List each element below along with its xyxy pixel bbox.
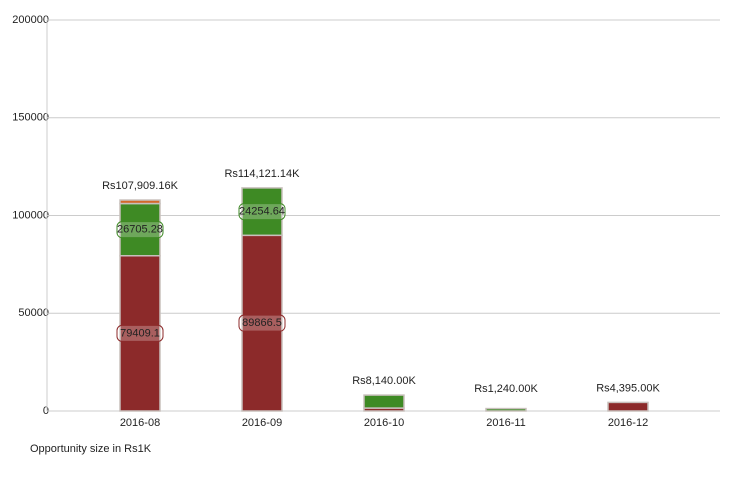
y-tick-label: 200000	[12, 14, 49, 26]
x-tick-label: 2016-10	[364, 417, 404, 429]
total-label: Rs114,121.14K	[224, 168, 300, 180]
bar-segment	[607, 401, 649, 412]
total-label: Rs4,395.00K	[596, 382, 660, 394]
bar-segment	[119, 199, 161, 205]
value-label: 26705.28	[117, 224, 163, 236]
value-label: 24254.64	[239, 206, 285, 218]
total-label: Rs8,140.00K	[352, 375, 416, 387]
value-label: 89866.5	[242, 317, 282, 329]
axis-label: Opportunity size in Rs1K	[30, 443, 152, 455]
total-label: Rs1,240.00K	[474, 383, 538, 395]
x-tick-label: 2016-08	[120, 417, 160, 429]
value-label: 79409.1	[120, 327, 160, 339]
y-tick-label: 150000	[12, 112, 49, 124]
value-label-box	[116, 324, 164, 342]
x-tick-label: 2016-09	[242, 417, 282, 429]
value-label-box	[238, 314, 286, 332]
value-label-box	[238, 203, 286, 221]
x-tick-label: 2016-11	[486, 417, 526, 429]
bar-segment	[241, 187, 283, 237]
bar-segment	[485, 407, 527, 412]
y-tick-label: 0	[43, 405, 49, 417]
value-label-box	[116, 221, 164, 239]
x-tick-label: 2016-12	[608, 417, 648, 429]
bar-segment	[363, 394, 405, 409]
y-tick-label: 50000	[18, 307, 49, 319]
y-tick-label: 100000	[12, 209, 49, 221]
bar-segment	[119, 202, 161, 257]
total-label: Rs107,909.16K	[102, 180, 178, 192]
